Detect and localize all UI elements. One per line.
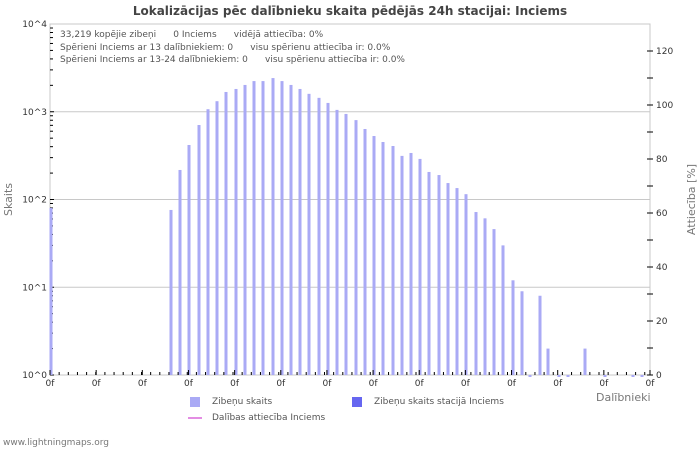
svg-text:10^1: 10^1 <box>22 283 47 293</box>
svg-text:10^4: 10^4 <box>22 20 47 30</box>
legend-item-count: Zibeņu skaits <box>190 397 272 407</box>
chart-title: Lokalizācijas pēc dalībnieku skaita pēdē… <box>132 4 568 18</box>
legend-line-icon <box>188 417 202 419</box>
svg-text:0f: 0f <box>599 379 609 389</box>
svg-text:120: 120 <box>656 47 673 57</box>
svg-text:0f: 0f <box>507 379 517 389</box>
legend-swatch-icon <box>352 397 362 407</box>
svg-text:0f: 0f <box>646 379 656 389</box>
svg-text:0f: 0f <box>184 379 194 389</box>
svg-text:0f: 0f <box>553 379 563 389</box>
legend-item-ratio: Dalības attiecība Inciems <box>188 413 325 423</box>
svg-text:0f: 0f <box>276 379 286 389</box>
x-axis-title: Dalībnieki <box>596 391 651 404</box>
svg-text:0: 0 <box>656 371 662 381</box>
y-axis-title: Skaits <box>2 183 15 216</box>
info-line-3: Spērieni Inciems ar 13-24 dalībniekiem: … <box>60 55 405 65</box>
svg-text:0f: 0f <box>322 379 332 389</box>
svg-text:10^2: 10^2 <box>22 196 47 206</box>
svg-text:100: 100 <box>656 101 673 111</box>
svg-text:0f: 0f <box>138 379 148 389</box>
svg-text:20: 20 <box>656 317 668 327</box>
svg-text:0f: 0f <box>230 379 240 389</box>
svg-text:0f: 0f <box>46 379 56 389</box>
svg-text:0f: 0f <box>415 379 425 389</box>
footer-link[interactable]: www.lightningmaps.org <box>3 438 109 448</box>
info-line-2: Spērieni Inciems ar 13 dalībniekiem: 0 v… <box>60 43 391 53</box>
svg-text:10^3: 10^3 <box>22 108 47 118</box>
svg-text:80: 80 <box>656 155 668 165</box>
svg-text:60: 60 <box>656 209 668 219</box>
svg-text:0f: 0f <box>461 379 471 389</box>
svg-text:0f: 0f <box>369 379 379 389</box>
svg-text:0f: 0f <box>92 379 102 389</box>
svg-text:10^0: 10^0 <box>22 371 47 381</box>
info-line-1: 33,219 kopējie zibeņi 0 Inciems vidējā a… <box>60 30 324 40</box>
legend-item-station-count: Zibeņu skaits stacijā Inciems <box>352 397 504 407</box>
legend-swatch-icon <box>190 397 200 407</box>
y2-axis-title: Attiecība [%] <box>685 163 699 236</box>
svg-text:40: 40 <box>656 263 668 273</box>
